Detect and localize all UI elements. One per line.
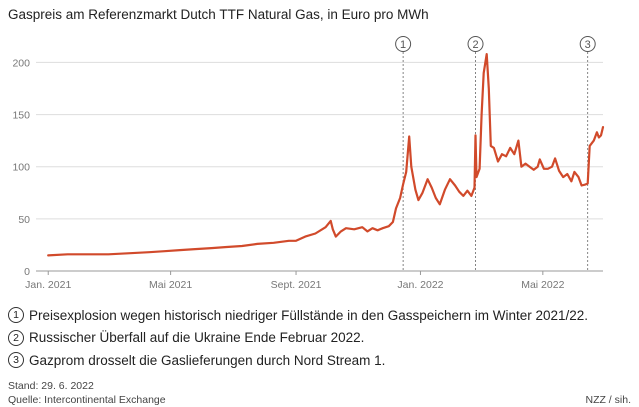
event-marker-number: 2 xyxy=(472,39,478,51)
data-date: Stand: 29. 6. 2022 xyxy=(8,380,94,392)
chart-title: Gaspreis am Referenzmarkt Dutch TTF Natu… xyxy=(8,7,429,22)
annotation-item: 1 Preisexplosion wegen historisch niedri… xyxy=(8,304,633,327)
data-source: Quelle: Intercontinental Exchange xyxy=(8,394,166,406)
annotation-item: 2 Russischer Überfall auf die Ukraine En… xyxy=(8,327,633,350)
annotation-item: 3 Gazprom drosselt die Gaslieferungen du… xyxy=(8,349,633,372)
event-marker-number: 3 xyxy=(585,39,591,51)
annotation-text: Gazprom drosselt die Gaslieferungen durc… xyxy=(29,352,386,368)
annotation-number: 1 xyxy=(8,307,24,324)
grid-layer xyxy=(36,61,603,272)
y-tick-label: 150 xyxy=(12,110,30,122)
y-tick-label: 0 xyxy=(24,266,30,278)
y-tick-label: 100 xyxy=(12,162,30,174)
annotation-number: 3 xyxy=(8,352,24,369)
axis-layer: 0 50 100 150 200 Jan. 2021 Mai 2021 Sept. 2021 J… xyxy=(12,57,564,291)
event-marker-circle xyxy=(395,36,412,52)
x-tick-label: Sept. 2021 xyxy=(271,279,322,291)
x-tick-label: Jan. 2021 xyxy=(25,279,71,291)
gas-price-chart: 1 2 3 0 50 100 150 200 Jan. 2021 Mai 2021 Sept. 2… xyxy=(12,36,605,291)
credit: NZZ / sih. xyxy=(585,394,631,406)
y-tick-label: 200 xyxy=(12,57,30,69)
event-marker-number: 1 xyxy=(400,39,406,51)
x-tick-label: Jan. 2022 xyxy=(397,279,443,291)
annotation-text: Russischer Überfall auf die Ukraine Ende… xyxy=(29,330,365,346)
y-tick-label: 50 xyxy=(18,214,30,226)
annotation-list: 1 Preisexplosion wegen historisch niedri… xyxy=(8,304,633,372)
annotation-number: 2 xyxy=(8,329,24,346)
event-marker-circle xyxy=(579,36,596,52)
annotation-text: Preisexplosion wegen historisch niedrige… xyxy=(29,307,589,323)
event-marker-circle xyxy=(467,36,484,52)
x-tick-label: Mai 2022 xyxy=(521,279,564,291)
x-tick-label: Mai 2021 xyxy=(149,279,192,291)
series-line-gas-price xyxy=(47,53,605,257)
